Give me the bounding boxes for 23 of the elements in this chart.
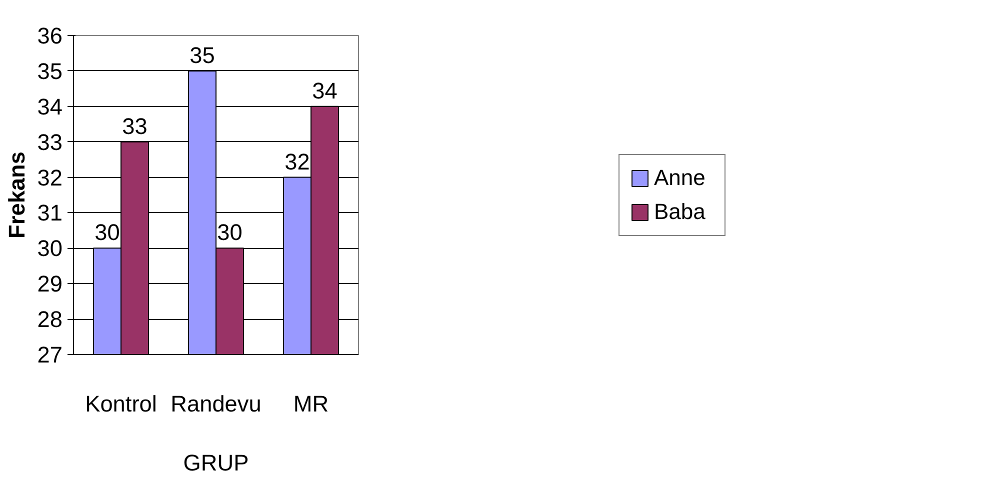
y-tick-label: 33 xyxy=(37,128,62,155)
data-label: 34 xyxy=(312,77,338,104)
y-tick-label: 32 xyxy=(37,164,62,190)
x-axis-title: GRUP xyxy=(183,450,249,476)
y-tick-label: 27 xyxy=(37,342,62,368)
y-tick-label: 36 xyxy=(37,22,62,48)
legend-label: Anne xyxy=(654,164,706,190)
y-tick-label: 30 xyxy=(37,235,62,262)
data-label: 30 xyxy=(217,219,242,246)
y-tick-label: 29 xyxy=(37,270,62,297)
data-label: 33 xyxy=(122,112,148,139)
y-tick-label: 35 xyxy=(37,58,62,84)
y-tick-label: 31 xyxy=(37,200,62,226)
data-label: 32 xyxy=(284,148,310,174)
data-label: 35 xyxy=(190,42,215,68)
legend-label: Baba xyxy=(654,198,706,224)
x-tick-label: Kontrol xyxy=(85,390,157,416)
y-axis-title: Frekans xyxy=(3,152,30,238)
y-tick-label: 34 xyxy=(37,93,62,120)
x-tick-label: MR xyxy=(293,390,329,416)
data-label: 30 xyxy=(94,219,120,246)
y-tick-label: 28 xyxy=(37,306,62,332)
x-tick-label: Randevu xyxy=(170,390,262,416)
